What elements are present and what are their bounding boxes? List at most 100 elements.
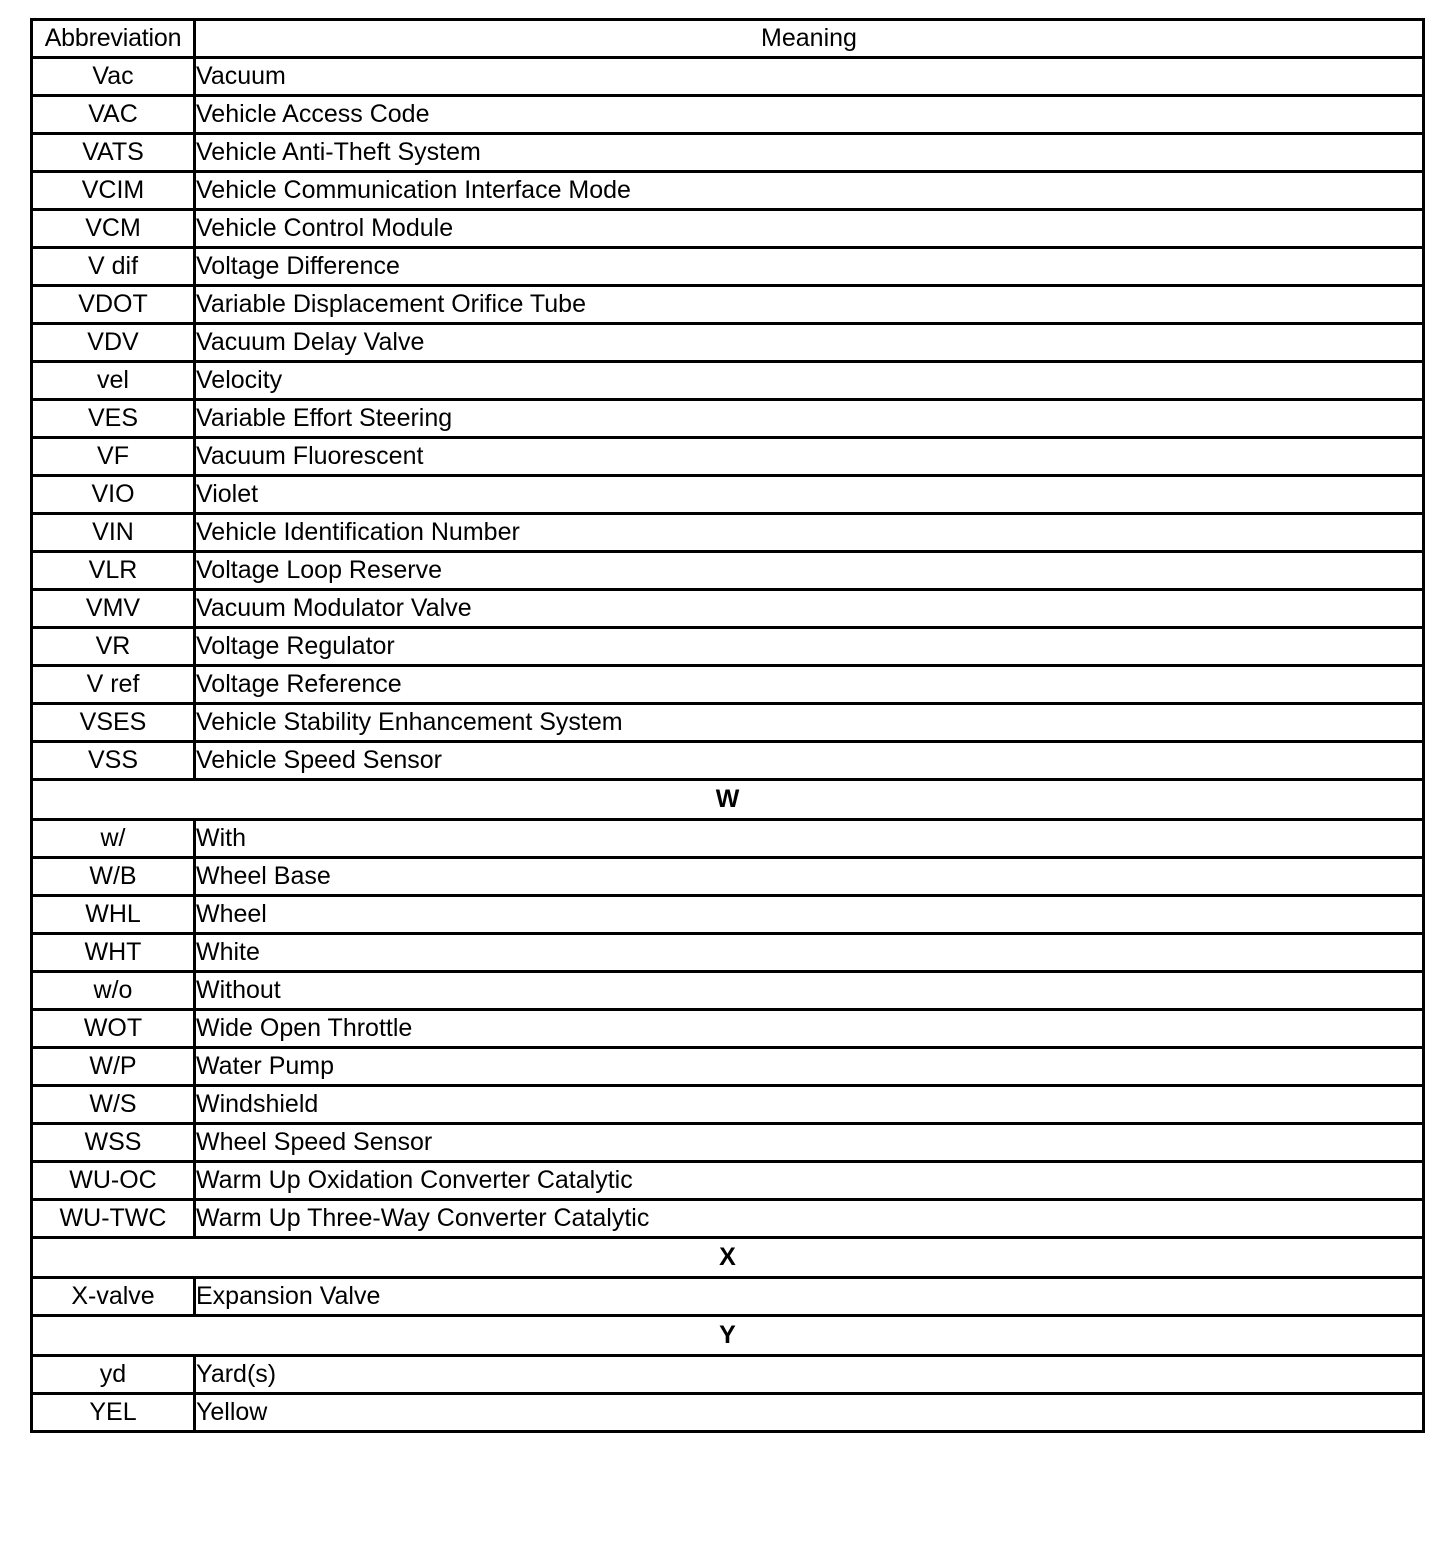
cell-meaning: Voltage Difference: [193, 246, 1425, 287]
cell-abbreviation: WU-TWC: [30, 1198, 196, 1239]
cell-abbreviation: W/S: [30, 1084, 196, 1125]
column-header-meaning: Meaning: [193, 18, 1425, 59]
cell-abbreviation: VDOT: [30, 284, 196, 325]
cell-meaning: Vehicle Stability Enhancement System: [193, 702, 1425, 743]
table-row: W/S Windshield: [30, 1084, 1425, 1125]
table-header: Abbreviation Meaning: [30, 18, 1425, 59]
table-row: yd Yard(s): [30, 1354, 1425, 1395]
cell-abbreviation: YEL: [30, 1392, 196, 1433]
cell-abbreviation: X-valve: [30, 1276, 196, 1317]
cell-abbreviation: WSS: [30, 1122, 196, 1163]
table-row: W/B Wheel Base: [30, 856, 1425, 897]
cell-abbreviation: W/P: [30, 1046, 196, 1087]
table-row: WU-OC Warm Up Oxidation Converter Catalyt…: [30, 1160, 1425, 1201]
table-row: VDV Vacuum Delay Valve: [30, 322, 1425, 363]
table-row: YEL Yellow: [30, 1392, 1425, 1433]
cell-meaning: Expansion Valve: [193, 1276, 1425, 1317]
cell-meaning: Vehicle Speed Sensor: [193, 740, 1425, 781]
section-letter: W: [30, 778, 1425, 821]
cell-meaning: Violet: [193, 474, 1425, 515]
cell-meaning: Vacuum Delay Valve: [193, 322, 1425, 363]
cell-abbreviation: VSS: [30, 740, 196, 781]
cell-abbreviation: VAC: [30, 94, 196, 135]
table-row: WU-TWC Warm Up Three-Way Converter Cataly…: [30, 1198, 1425, 1239]
cell-abbreviation: WHL: [30, 894, 196, 935]
cell-abbreviation: VCIM: [30, 170, 196, 211]
table-row: VES Variable Effort Steering: [30, 398, 1425, 439]
cell-meaning: Water Pump: [193, 1046, 1425, 1087]
table-row: VMV Vacuum Modulator Valve: [30, 588, 1425, 629]
cell-abbreviation: VIN: [30, 512, 196, 553]
cell-abbreviation: yd: [30, 1354, 196, 1395]
cell-meaning: Variable Displacement Orifice Tube: [193, 284, 1425, 325]
cell-meaning: Velocity: [193, 360, 1425, 401]
cell-meaning: Vacuum Modulator Valve: [193, 588, 1425, 629]
cell-abbreviation: VF: [30, 436, 196, 477]
table-row: w/With: [30, 818, 1425, 859]
cell-abbreviation: VCM: [30, 208, 196, 249]
cell-meaning: Voltage Regulator: [193, 626, 1425, 667]
table-row: VIN Vehicle Identification Number: [30, 512, 1425, 553]
table-row: V ref Voltage Reference: [30, 664, 1425, 705]
cell-abbreviation: VR: [30, 626, 196, 667]
cell-abbreviation: W/B: [30, 856, 196, 897]
section-divider-row: W: [30, 778, 1425, 821]
table-body: Vac Vacuum VAC Vehicle Access Code VATS Vehic…: [30, 56, 1425, 1433]
cell-meaning: Vehicle Identification Number: [193, 512, 1425, 553]
table-row: VCM Vehicle Control Module: [30, 208, 1425, 249]
section-letter: Y: [30, 1314, 1425, 1357]
cell-abbreviation: VDV: [30, 322, 196, 363]
table-row: V dif Voltage Difference: [30, 246, 1425, 287]
section-divider-row: X: [30, 1236, 1425, 1279]
cell-meaning: Wheel: [193, 894, 1425, 935]
cell-meaning: Yard(s): [193, 1354, 1425, 1395]
cell-meaning: Vehicle Access Code: [193, 94, 1425, 135]
cell-meaning: Yellow: [193, 1392, 1425, 1433]
cell-abbreviation: WHT: [30, 932, 196, 973]
cell-meaning: Windshield: [193, 1084, 1425, 1125]
cell-meaning: Vehicle Communication Interface Mode: [193, 170, 1425, 211]
cell-abbreviation: w/: [30, 818, 196, 859]
table-row: VSES Vehicle Stability Enhancement System: [30, 702, 1425, 743]
cell-meaning: Wheel Speed Sensor: [193, 1122, 1425, 1163]
cell-abbreviation: VMV: [30, 588, 196, 629]
table-row: VLR Voltage Loop Reserve: [30, 550, 1425, 591]
cell-abbreviation: WOT: [30, 1008, 196, 1049]
table-row: VR Voltage Regulator: [30, 626, 1425, 667]
table-row: WSS Wheel Speed Sensor: [30, 1122, 1425, 1163]
cell-meaning: Vacuum Fluorescent: [193, 436, 1425, 477]
cell-meaning: Wide Open Throttle: [193, 1008, 1425, 1049]
table-row: VCIM Vehicle Communication Interface Mode: [30, 170, 1425, 211]
cell-abbreviation: VATS: [30, 132, 196, 173]
table-row: Vac Vacuum: [30, 56, 1425, 97]
cell-abbreviation: V ref: [30, 664, 196, 705]
cell-abbreviation: VLR: [30, 550, 196, 591]
cell-abbreviation: VSES: [30, 702, 196, 743]
cell-abbreviation: VIO: [30, 474, 196, 515]
table-header-row: Abbreviation Meaning: [30, 18, 1425, 59]
cell-meaning: Vehicle Control Module: [193, 208, 1425, 249]
table-row: W/P Water Pump: [30, 1046, 1425, 1087]
table-row: VAC Vehicle Access Code: [30, 94, 1425, 135]
section-divider-row: Y: [30, 1314, 1425, 1357]
cell-meaning: Vehicle Anti-Theft System: [193, 132, 1425, 173]
cell-abbreviation: Vac: [30, 56, 196, 97]
table-row: VIO Violet: [30, 474, 1425, 515]
table-row: VATS Vehicle Anti-Theft System: [30, 132, 1425, 173]
cell-meaning: Voltage Reference: [193, 664, 1425, 705]
table-row: VF Vacuum Fluorescent: [30, 436, 1425, 477]
cell-abbreviation: VES: [30, 398, 196, 439]
cell-abbreviation: V dif: [30, 246, 196, 287]
cell-meaning: Without: [193, 970, 1425, 1011]
section-letter: X: [30, 1236, 1425, 1279]
table-row: WHL Wheel: [30, 894, 1425, 935]
cell-meaning: Vacuum: [193, 56, 1425, 97]
abbreviation-table: Abbreviation Meaning Vac Vacuum VAC Vehicle…: [30, 18, 1425, 1433]
table-row: vel Velocity: [30, 360, 1425, 401]
cell-abbreviation: vel: [30, 360, 196, 401]
cell-meaning: Wheel Base: [193, 856, 1425, 897]
table-row: VSS Vehicle Speed Sensor: [30, 740, 1425, 781]
table-row: w/o Without: [30, 970, 1425, 1011]
cell-abbreviation: w/o: [30, 970, 196, 1011]
